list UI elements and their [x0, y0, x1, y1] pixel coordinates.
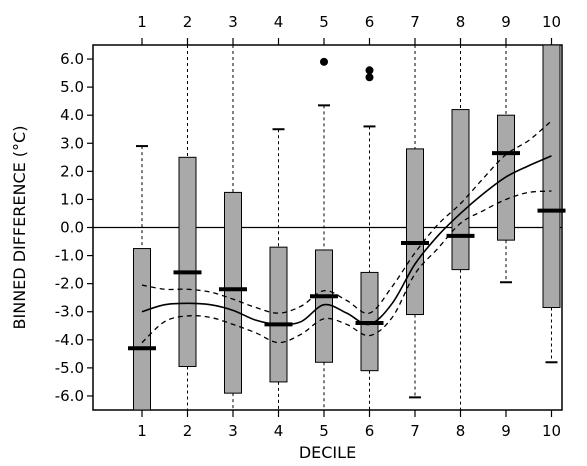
x-tick-label-top: 2: [183, 13, 193, 31]
x-tick-label-bottom: 4: [274, 422, 284, 440]
box-iqr: [451, 109, 470, 271]
outlier-point: [365, 66, 374, 75]
x-tick-label-top: 3: [228, 13, 238, 31]
y-tick-label: 2.0: [60, 162, 84, 180]
x-tick-label-top: 1: [137, 13, 147, 31]
x-axis-title: DECILE: [299, 443, 356, 462]
box-iqr: [178, 156, 197, 367]
x-tick-label-bottom: 3: [228, 422, 238, 440]
x-tick-label-bottom: 7: [410, 422, 420, 440]
plot-area: [87, 38, 566, 417]
y-tick-label: -4.0: [55, 331, 84, 349]
box-iqr: [406, 148, 424, 316]
y-tick-label: -3.0: [55, 303, 84, 321]
box-iqr: [269, 246, 288, 383]
fit-curve: [141, 155, 552, 326]
box-iqr: [542, 44, 561, 309]
outlier-point: [365, 73, 374, 82]
x-tick-label-top: 8: [456, 13, 466, 31]
x-tick-label-bottom: 5: [319, 422, 329, 440]
x-tick-label-top: 7: [410, 13, 420, 31]
x-tick-label-top: 4: [274, 13, 284, 31]
box-decile-7: [401, 45, 429, 399]
box-decile-2: [173, 45, 202, 410]
y-tick-label: 6.0: [60, 50, 84, 68]
y-tick-label: -1.0: [55, 247, 84, 265]
y-axis-title: BINNED DIFFERENCE (°C): [10, 126, 29, 330]
y-tick-label: -6.0: [55, 387, 84, 405]
x-tick-label-bottom: 8: [456, 422, 466, 440]
y-tick-label: -2.0: [55, 275, 84, 293]
x-tick-label-top: 9: [501, 13, 511, 31]
x-tick-label-bottom: 10: [542, 422, 561, 440]
x-tick-label-top: 10: [542, 13, 561, 31]
x-tick-label-top: 5: [319, 13, 329, 31]
x-tick-label-bottom: 6: [365, 422, 375, 440]
y-tick-label: 1.0: [60, 190, 84, 208]
box-decile-6: [355, 66, 384, 410]
y-tick-label: 0.0: [60, 219, 84, 237]
box-iqr: [224, 191, 242, 394]
x-tick-label-top: 6: [365, 13, 375, 31]
y-tick-label: 4.0: [60, 106, 84, 124]
box-decile-10: [537, 44, 566, 364]
fit-upper-bound: [141, 120, 552, 315]
box-decile-1: [128, 145, 156, 411]
box-decile-8: [446, 45, 475, 410]
box-iqr: [315, 249, 333, 363]
axis-labels: 6.0 5.0 4.0 3.0 2.0 1.0 0.0 -1.0 -2.0 -3.0 -4.0 -5.…: [55, 13, 561, 440]
y-tick-label: 5.0: [60, 78, 84, 96]
y-tick-label: -5.0: [55, 359, 84, 377]
x-tick-label-bottom: 2: [183, 422, 193, 440]
x-tick-label-bottom: 9: [501, 422, 511, 440]
x-tick-label-bottom: 1: [137, 422, 147, 440]
box-decile-3: [219, 45, 247, 410]
fit-lower-bound: [141, 190, 552, 344]
outlier-point: [320, 57, 328, 66]
y-tick-label: 3.0: [60, 134, 84, 152]
box-iqr: [133, 248, 151, 411]
